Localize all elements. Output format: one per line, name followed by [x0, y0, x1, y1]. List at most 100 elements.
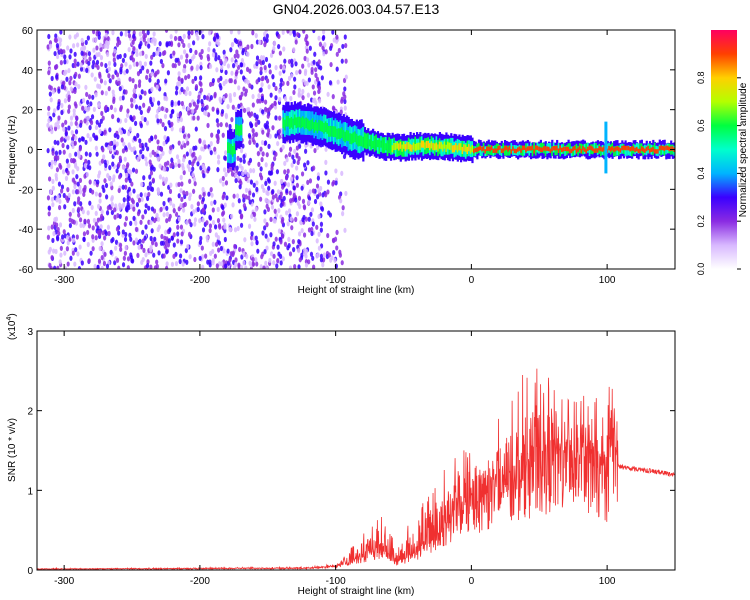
colorbar-ticks: 0.00.20.40.60.8: [696, 72, 741, 275]
heatmap-cell: [94, 145, 98, 151]
heatmap-cell: [106, 224, 111, 230]
heatmap-cell: [248, 157, 253, 163]
heatmap-cell: [238, 41, 243, 47]
heatmap-band-cell: [624, 145, 627, 151]
heatmap-cell: [131, 167, 136, 173]
heatmap-cell: [137, 197, 142, 203]
heatmap-cell: [269, 52, 274, 58]
heatmap-cell: [263, 42, 267, 48]
heatmap-cell: [220, 261, 224, 267]
heatmap-cell: [136, 252, 140, 259]
heatmap-cell: [338, 249, 342, 255]
heatmap-cell: [57, 115, 61, 121]
heatmap-band-cell: [376, 140, 380, 148]
heatmap-cell: [85, 171, 89, 178]
heatmap-cell: [76, 251, 80, 257]
heatmap-band-cell: [616, 145, 619, 156]
heatmap-band-cell: [523, 145, 526, 151]
heatmap-band-cell: [665, 145, 668, 150]
heatmap-cell: [264, 260, 268, 266]
heatmap-cell: [311, 221, 315, 227]
heatmap-cell: [71, 250, 75, 256]
heatmap-band-cell: [531, 145, 534, 150]
heatmap-cell: [187, 231, 192, 237]
heatmap-cell: [80, 37, 84, 43]
heatmap-cell: [128, 64, 132, 70]
heatmap-cell: [191, 166, 195, 172]
heatmap-band-cell: [549, 143, 552, 154]
heatmap-cell: [209, 250, 213, 256]
spectrogram-ytick-label: -20: [19, 185, 34, 196]
heatmap-cell: [111, 89, 115, 95]
heatmap-band-cell: [640, 146, 643, 151]
heatmap-cell: [228, 78, 232, 84]
heatmap-cell: [118, 127, 122, 133]
heatmap-cell: [287, 236, 291, 242]
heatmap-cell: [293, 264, 297, 269]
heatmap-band-cell: [329, 125, 332, 137]
heatmap-cell: [312, 90, 317, 96]
heatmap-cell: [53, 139, 57, 145]
heatmap-band-cell: [466, 146, 469, 155]
heatmap-cell: [121, 262, 126, 268]
heatmap-cell: [179, 188, 183, 194]
heatmap-cell: [53, 265, 57, 269]
heatmap-cell: [71, 169, 75, 175]
heatmap-cell: [317, 35, 321, 41]
heatmap-cell: [333, 257, 337, 264]
heatmap-cell: [83, 163, 87, 169]
heatmap-cell: [331, 181, 335, 187]
heatmap-cell: [248, 112, 252, 118]
heatmap-cell: [101, 147, 105, 153]
heatmap-cell: [69, 115, 74, 121]
heatmap-cell: [242, 203, 247, 209]
heatmap-cell: [131, 39, 135, 45]
heatmap-cell: [127, 142, 131, 148]
heatmap-cell: [149, 170, 154, 176]
heatmap-cell: [344, 42, 348, 49]
heatmap-cell: [73, 34, 77, 40]
heatmap-cell: [82, 191, 86, 198]
heatmap-band-cell: [600, 146, 603, 157]
heatmap-cell: [86, 115, 90, 121]
heatmap-cell: [312, 30, 316, 34]
heatmap-cell: [159, 191, 164, 197]
heatmap-cell: [149, 219, 153, 226]
heatmap-cell: [185, 86, 190, 92]
heatmap-cell: [113, 207, 117, 213]
heatmap-cell: [222, 248, 226, 254]
heatmap-cell: [174, 57, 178, 63]
heatmap-band-cell: [396, 140, 399, 157]
heatmap-cell: [49, 85, 53, 91]
heatmap-cell: [134, 83, 138, 90]
heatmap-cell: [88, 152, 92, 158]
heatmap-cell: [91, 225, 95, 231]
heatmap-cell: [108, 127, 112, 133]
heatmap-cell: [172, 253, 176, 259]
heatmap-cell: [177, 140, 181, 146]
heatmap-cell: [81, 105, 85, 111]
heatmap-band-cell: [381, 142, 384, 151]
heatmap-cell: [201, 34, 205, 40]
heatmap-cell: [65, 246, 69, 252]
heatmap-cell: [111, 236, 115, 243]
heatmap-cell: [274, 85, 278, 92]
heatmap-cell: [249, 168, 253, 174]
heatmap-cell: [71, 177, 76, 183]
heatmap-band-cell: [497, 145, 500, 151]
heatmap-cell: [191, 172, 195, 178]
heatmap-cell: [81, 222, 86, 229]
heatmap-cell: [109, 181, 113, 187]
heatmap-cell: [242, 75, 246, 81]
heatmap-cell: [315, 224, 319, 230]
heatmap-cell: [238, 163, 242, 169]
heatmap-cell: [118, 53, 122, 60]
heatmap-cell: [142, 247, 146, 253]
heatmap-cell: [139, 37, 143, 43]
heatmap-cell: [186, 244, 190, 250]
heatmap-cell: [340, 170, 344, 177]
heatmap-cell: [326, 232, 330, 239]
heatmap-cell: [55, 53, 60, 60]
heatmap-cell: [242, 260, 246, 266]
heatmap-band-cell: [593, 148, 596, 153]
